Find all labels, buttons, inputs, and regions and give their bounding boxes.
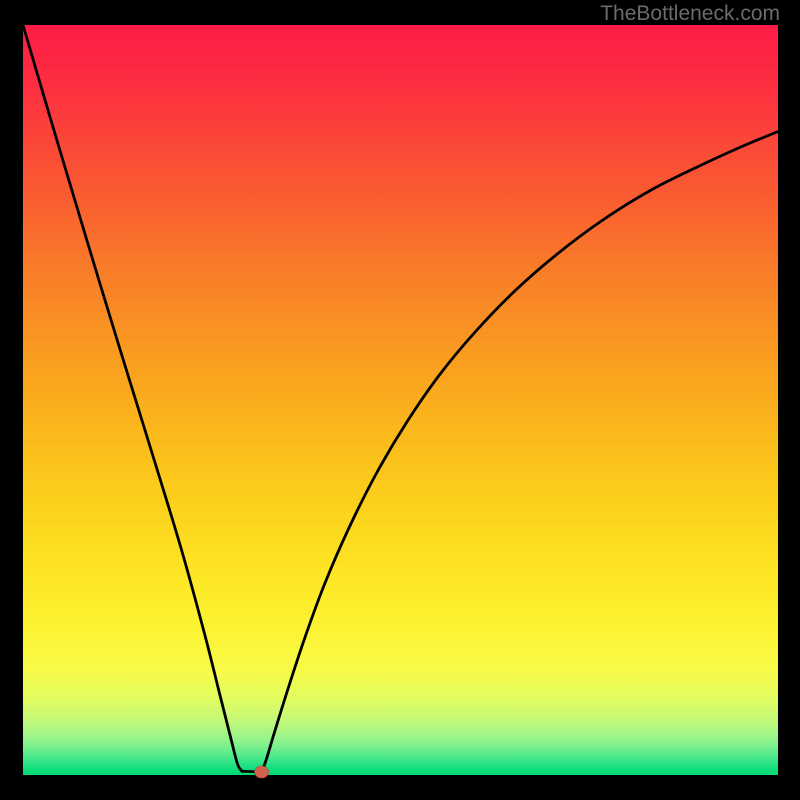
bottleneck-curve xyxy=(262,132,778,773)
curve-layer xyxy=(0,0,800,800)
bottleneck-curve xyxy=(23,25,242,771)
optimum-marker xyxy=(255,766,269,778)
chart-canvas: TheBottleneck.com xyxy=(0,0,800,800)
